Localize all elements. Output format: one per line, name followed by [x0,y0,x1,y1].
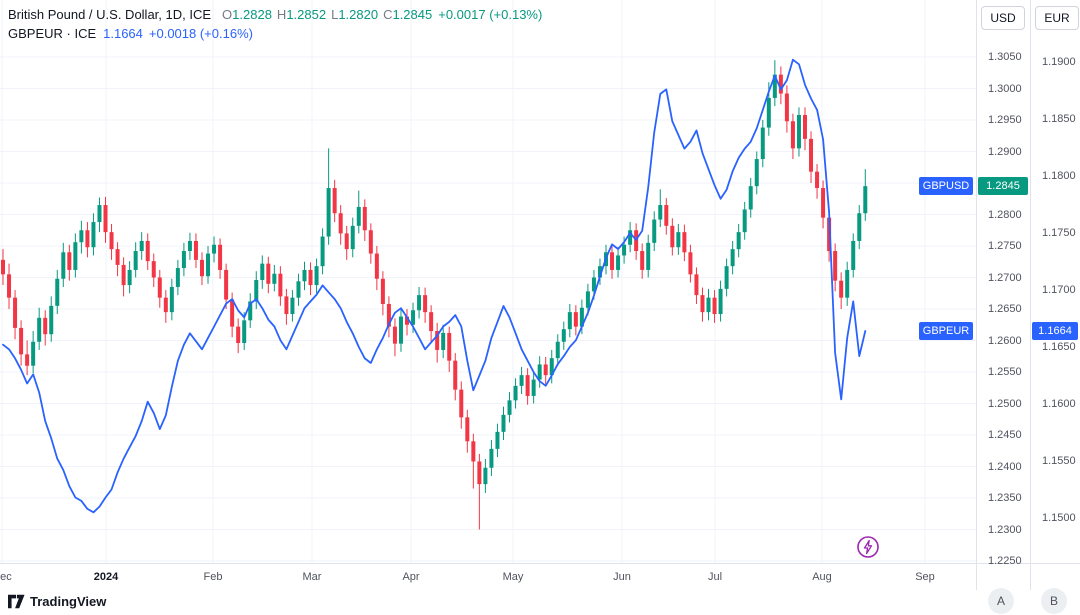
low-label: L [331,7,339,22]
gbpeur-price-badge[interactable]: 1.1664 [1032,322,1078,341]
compare-value: 1.1664 [103,26,143,41]
price-tick-label: 1.2600 [988,334,1022,347]
symbol-change: +0.0017 (+0.13%) [438,7,543,22]
time-tick-label: 2024 [93,571,119,583]
legend: British Pound / U.S. Dollar, 1D, ICE O1.2… [8,5,542,43]
ohlc-values: O1.2828 H1.2852 L1.2820 C1.2845 [217,7,432,22]
price-tick-label: 1.2650 [988,303,1022,315]
price-tick-label: 1.1600 [1042,398,1076,410]
time-tick-label: Sep [915,571,935,583]
price-tick-label: 1.2450 [988,429,1022,441]
time-tick-label: Jul [707,571,723,583]
time-axis-separator [0,563,1080,564]
price-tick-label: 1.3000 [988,82,1022,95]
eur-axis-separator [1030,0,1031,590]
eur-price-axis[interactable]: EUR 1.1900 1.1850 1.1800 1.1750 1.1700 1.1650… [1031,0,1080,563]
price-tick-label: 1.2400 [988,460,1022,473]
open-value: 1.2828 [232,7,272,22]
gbpeur-line-series[interactable] [2,58,867,514]
price-tick-label: 1.2350 [988,492,1022,504]
gbpusd-price-badge[interactable]: 1.2845 [978,177,1028,196]
usd-axis-button[interactable]: USD [981,6,1025,30]
price-tick-label: 1.1700 [1042,284,1076,296]
price-tick-label: 1.2750 [988,240,1022,252]
price-tick-label: 1.2800 [988,208,1022,221]
price-tick-label: 1.1650 [1042,341,1076,353]
button-b[interactable]: B [1041,588,1067,614]
time-tick-label: Dec [0,571,12,583]
lightning-icon[interactable] [856,535,880,559]
symbol-title[interactable]: British Pound / U.S. Dollar, 1D, ICE [8,7,212,22]
price-tick-label: 1.2550 [988,366,1022,378]
eur-axis-button[interactable]: EUR [1035,6,1079,30]
time-tick-label: May [502,571,524,583]
footer: TradingView A B [0,588,1080,615]
price-tick-label: 1.3050 [988,51,1022,63]
button-a[interactable]: A [988,588,1014,614]
time-tick-label: Feb [203,571,223,583]
high-value: 1.2852 [286,7,327,22]
gbpusd-badge-label[interactable]: GBPUSD [919,177,973,196]
usd-price-axis[interactable]: USD 1.30501.30001.29501.29001.28501.2800… [977,0,1030,567]
price-tick-label: 1.1900 [1042,56,1076,68]
usd-axis-separator [976,0,977,590]
close-value: 1.2845 [392,7,433,22]
close-label: C [383,7,393,22]
price-tick-label: 1.2300 [988,523,1022,536]
price-tick-label: 1.2250 [988,555,1022,567]
price-tick-label: 1.2900 [988,145,1022,158]
price-tick-label: 1.2500 [988,397,1022,410]
price-tick-label: 1.1850 [1042,113,1076,125]
gbpeur-badge-label[interactable]: GBPEUR [919,322,973,341]
tradingview-mark-icon [8,594,25,609]
low-value: 1.2820 [338,7,379,22]
price-tick-label: 1.2700 [988,271,1022,284]
time-tick-label: Jun [613,571,631,583]
time-tick-label: Aug [812,571,832,583]
compare-change: +0.0018 (+0.16%) [148,26,253,41]
price-tick-label: 1.1750 [1042,227,1076,239]
compare-title[interactable]: GBPEUR · ICE [8,26,97,41]
time-tick-label: Apr [402,571,420,583]
price-tick-label: 1.1800 [1042,170,1076,182]
tradingview-logo[interactable]: TradingView [8,593,106,610]
compare-legend-row: GBPEUR · ICE 1.1664 +0.0018 (+0.16%) [8,24,542,43]
price-chart[interactable] [0,0,976,563]
time-tick-label: Mar [302,571,322,583]
gbpusd-candles-series[interactable] [1,60,868,530]
gridlines [0,0,976,563]
price-tick-label: 1.2950 [988,114,1022,126]
high-label: H [276,7,287,22]
tradingview-wordmark: TradingView [30,594,107,609]
open-label: O [222,7,233,22]
price-tick-label: 1.1500 [1042,512,1076,524]
time-axis[interactable]: Dec 2024 Feb Mar Apr May Jun Jul Aug Sep [0,564,976,590]
price-tick-label: 1.1550 [1042,455,1076,467]
symbol-legend-row: British Pound / U.S. Dollar, 1D, ICE O1.2… [8,5,542,24]
